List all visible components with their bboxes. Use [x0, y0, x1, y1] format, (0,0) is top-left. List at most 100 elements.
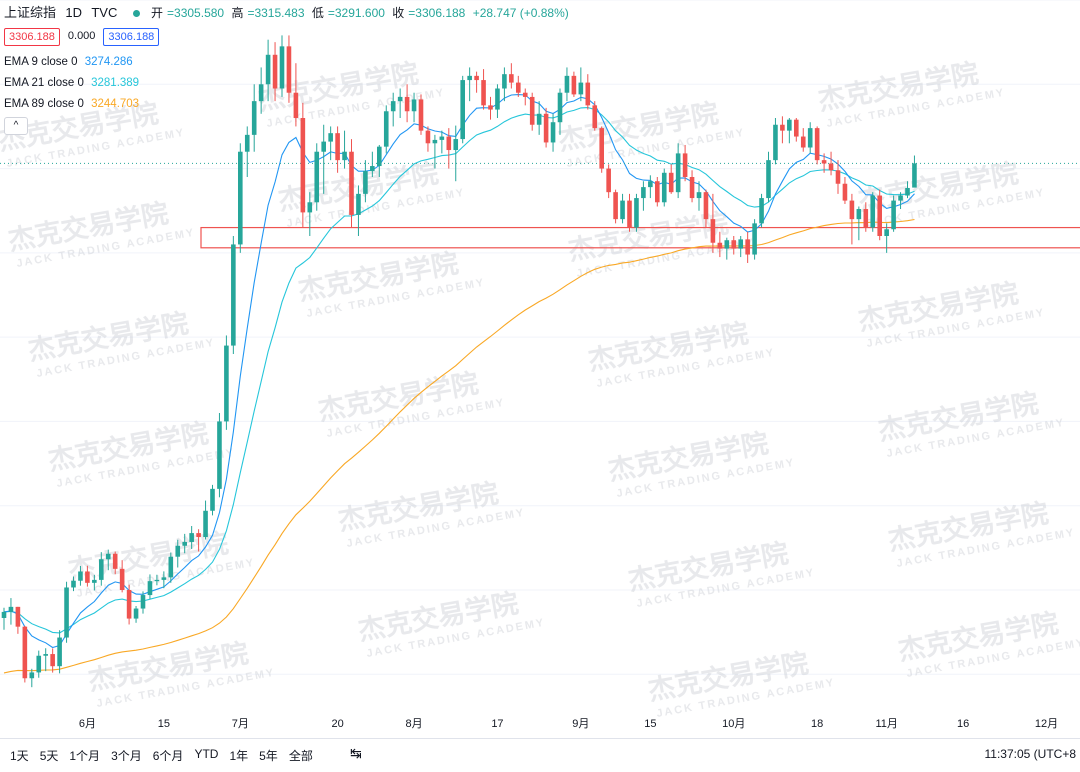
range-5d-button[interactable]: 5天	[39, 749, 59, 763]
candle	[912, 155, 917, 188]
high-label: 高	[231, 6, 244, 20]
range-3m-button[interactable]: 3个月	[111, 749, 142, 763]
candle	[411, 92, 417, 123]
candle-body	[898, 195, 903, 201]
candle-body	[8, 606, 14, 612]
go-to-date-icon[interactable]: ↹	[350, 745, 362, 761]
candle	[613, 189, 618, 224]
candle	[99, 552, 104, 586]
candle	[446, 128, 452, 169]
candle	[655, 177, 660, 207]
candle-body	[147, 581, 153, 596]
candle	[682, 144, 688, 182]
clock-timezone[interactable]: 11:37:05 (UTC+8	[984, 747, 1077, 761]
candle	[898, 192, 903, 210]
x-axis-label: 18	[811, 718, 823, 730]
candle-body	[265, 54, 271, 85]
support-zone[interactable]	[200, 226, 1080, 249]
candle-body	[99, 559, 104, 580]
buy-price-box[interactable]: 3306.188	[103, 28, 160, 46]
candle	[300, 102, 306, 228]
candle-body	[411, 99, 417, 112]
candle-body	[724, 240, 730, 249]
range-all-button[interactable]: 全部	[288, 749, 313, 763]
candle-body	[912, 163, 917, 188]
collapse-legend-button[interactable]: ^	[4, 117, 28, 135]
candle-body	[425, 130, 431, 144]
range-1d-button[interactable]: 1天	[10, 749, 29, 763]
candle	[522, 88, 528, 106]
candle	[404, 84, 410, 123]
candle-body	[488, 105, 493, 110]
candle-body	[390, 101, 396, 112]
candle	[710, 193, 716, 253]
candle-body	[516, 82, 521, 93]
candle-body	[870, 195, 876, 228]
indicator-ema9[interactable]: EMA 9 close 0 3274.286	[4, 55, 137, 69]
candle	[870, 192, 876, 232]
candle	[29, 668, 35, 688]
candle-body	[307, 202, 313, 213]
candle-body	[71, 580, 76, 588]
candle	[231, 236, 236, 354]
candle-body	[696, 192, 702, 199]
interval-label[interactable]: 1D	[65, 5, 82, 20]
symbol-name[interactable]: 上证综指	[4, 5, 57, 20]
candle	[724, 237, 730, 260]
candle-body	[189, 533, 194, 542]
spread-box: 0.000	[67, 30, 96, 42]
sell-price-box[interactable]: 3306.188	[4, 28, 60, 46]
candle	[550, 113, 556, 152]
indicator-value: 3281.389	[91, 77, 140, 89]
x-axis: 6月 15 7月 20 8月 17 9月 15 10月 18 11月 16 12月	[79, 718, 1058, 730]
range-1m-button[interactable]: 1个月	[69, 749, 101, 763]
range-5y-button[interactable]: 5年	[259, 749, 278, 763]
x-axis-label: 12月	[1035, 718, 1058, 730]
candle	[126, 584, 132, 625]
candle-body	[64, 587, 69, 638]
candle	[189, 526, 194, 549]
candle-body	[272, 54, 278, 89]
candle-body	[293, 92, 299, 118]
candle-body	[682, 153, 688, 177]
candle	[509, 63, 514, 89]
candle	[529, 92, 535, 131]
candle	[133, 606, 139, 623]
candle	[731, 236, 737, 255]
candle	[119, 560, 125, 593]
candle-body	[43, 654, 48, 656]
candle	[495, 84, 500, 118]
candle	[217, 413, 222, 498]
close-value: =3306.188	[408, 6, 466, 20]
candle-body	[244, 134, 250, 152]
candle-body	[502, 74, 507, 89]
candle-body	[36, 655, 42, 673]
indicator-ema21[interactable]: EMA 21 close 0 3281.389	[4, 76, 143, 90]
range-6m-button[interactable]: 6个月	[152, 749, 184, 763]
candle-body	[328, 133, 333, 142]
candle-body	[258, 84, 264, 102]
candle-body	[92, 579, 97, 583]
source-label: TVC	[91, 5, 118, 20]
range-1y-button[interactable]: 1年	[229, 749, 249, 763]
candle	[842, 177, 848, 204]
candle	[891, 195, 896, 232]
candle-body	[432, 139, 438, 144]
indicator-ema89[interactable]: EMA 89 close 0 3244.703	[4, 97, 143, 111]
market-status-dot	[132, 9, 140, 17]
candle-body	[168, 556, 174, 578]
candle-body	[675, 153, 681, 193]
range-ytd-button[interactable]: YTD	[194, 747, 219, 761]
candle-body	[655, 181, 660, 203]
